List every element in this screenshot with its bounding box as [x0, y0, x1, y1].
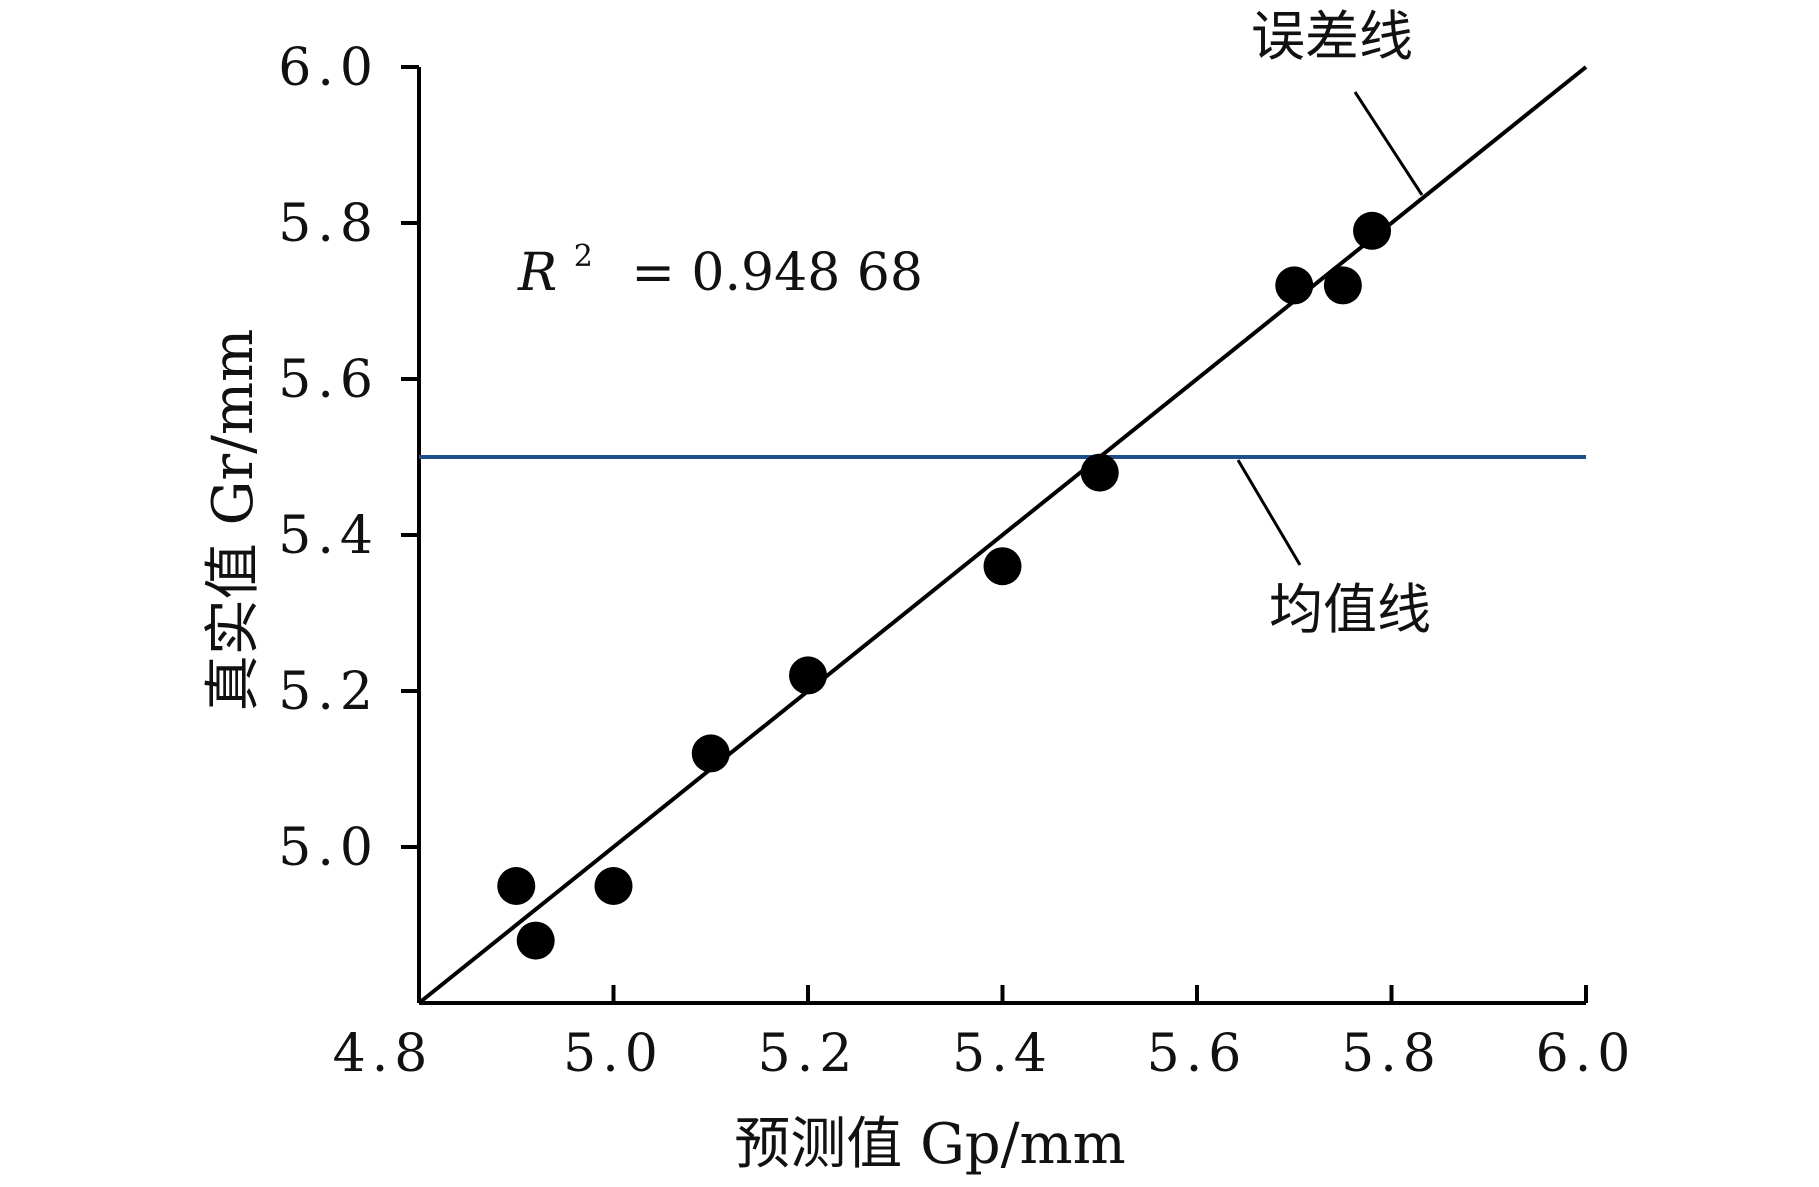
r-squared-value: = 0.948 68	[631, 243, 923, 303]
y-tick-label: 5.2	[278, 662, 379, 722]
mean-line-label: 均值线	[1269, 578, 1431, 641]
data-point	[516, 921, 555, 960]
data-point	[497, 867, 536, 905]
x-tick-label: 5.8	[1341, 1024, 1442, 1084]
r-squared-symbol: R	[517, 243, 557, 303]
y-axis-title-text: 真实值 Gr/mm	[201, 329, 266, 711]
x-tick-label: 5.6	[1147, 1024, 1248, 1084]
error-line	[417, 65, 1588, 1005]
x-tick-label: 6.0	[1536, 1024, 1637, 1084]
error-line-leader	[1353, 91, 1424, 196]
mean-line-leader	[1236, 459, 1302, 566]
data-point	[1353, 211, 1392, 250]
y-tick-label: 6.0	[278, 38, 379, 98]
error-line-label: 误差线	[1251, 5, 1413, 68]
data-point	[789, 656, 827, 695]
x-tick-label: 5.2	[758, 1024, 859, 1084]
r-squared-label: R 2 = 0.948 68	[517, 219, 923, 303]
y-tick-label: 5.6	[278, 350, 379, 410]
data-point	[691, 734, 730, 773]
data-point	[983, 547, 1022, 586]
data-point	[1323, 266, 1362, 305]
y-axis-title: 真实值 Gr/mm	[201, 329, 266, 711]
x-axis-title: 预测值 Gp/mm	[734, 1112, 1125, 1177]
x-tick-label: 5.0	[563, 1024, 664, 1084]
x-axis-title-text: 预测值 Gp/mm	[734, 1112, 1125, 1177]
data-point	[1275, 266, 1314, 305]
r-squared-superscript: 2	[574, 239, 593, 274]
plot-layer: 4.8 5.0 5.2 5.4 5.6 5.8 6.0 5.0 5.2 5.4 5.6 5.8 6.0	[278, 38, 1637, 1084]
x-tick-label: 5.4	[952, 1024, 1053, 1084]
y-tick-label: 5.4	[278, 506, 379, 566]
y-tick-label: 5.0	[278, 818, 379, 878]
y-tick-label: 5.8	[278, 194, 379, 254]
data-point	[1080, 453, 1119, 492]
x-tick-label: 4.8	[333, 1024, 434, 1084]
data-point	[594, 867, 633, 905]
